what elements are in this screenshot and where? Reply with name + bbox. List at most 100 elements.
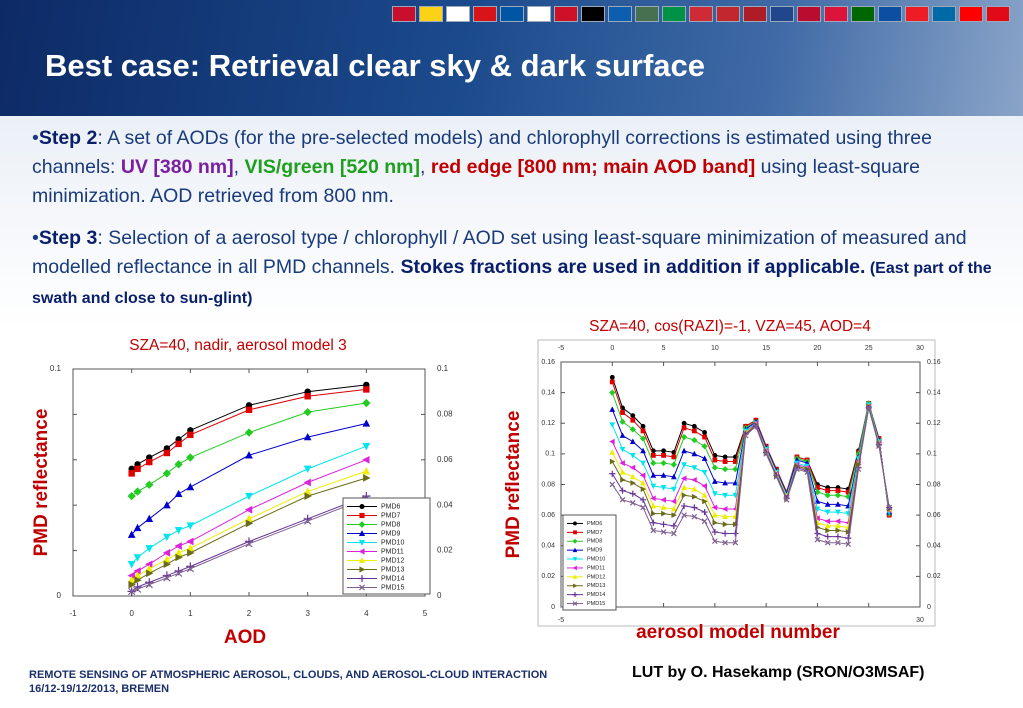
data-point (865, 405, 872, 411)
bold-text: Stokes fractions are used in addition if… (400, 256, 866, 278)
legend-marker (573, 583, 578, 589)
legend-marker (572, 547, 578, 553)
charts: SZA=40, nadir, aerosol model 3 PMD reflec… (30, 318, 941, 648)
data-point (701, 443, 708, 450)
conference-footer: REMOTE SENSING OF ATMOSPHERIC AEROSOL, C… (29, 668, 547, 696)
data-point (701, 508, 708, 516)
x-tick-label: 0 (610, 345, 614, 352)
data-point (629, 464, 636, 471)
data-point (886, 504, 893, 511)
data-point (609, 374, 615, 380)
data-point (702, 498, 708, 505)
y-tick-label: 0.06 (541, 512, 555, 519)
data-point (814, 506, 821, 513)
data-point (824, 522, 831, 529)
bold-text: Step 3 (38, 227, 98, 249)
x-tick-label: 5 (423, 609, 428, 618)
data-point (701, 469, 708, 476)
data-point (362, 419, 371, 427)
data-point (145, 560, 153, 569)
y-tick-label: 0.16 (541, 359, 555, 366)
data-point (640, 428, 646, 434)
data-point (640, 504, 646, 511)
data-point (824, 509, 831, 516)
data-point (174, 548, 183, 557)
data-point (145, 581, 153, 589)
data-point (763, 451, 769, 457)
data-point (835, 509, 841, 516)
data-point (671, 454, 677, 460)
data-point (609, 438, 615, 445)
legend-marker (358, 557, 366, 564)
y-tick-label: 0.1 (50, 364, 62, 373)
data-point (127, 530, 136, 538)
legend-label: PMD9 (381, 530, 401, 537)
y-tick-label: 0 (551, 604, 555, 611)
y-tick-label: 0 (437, 591, 442, 600)
data-point (303, 432, 312, 441)
legend-label: PMD8 (381, 521, 401, 528)
legend-marker (573, 521, 577, 526)
data-point (824, 518, 831, 525)
legend-marker (573, 530, 577, 535)
vis-text: VIS/green [520 nm] (244, 156, 421, 178)
legend-label: PMD9 (587, 548, 602, 554)
data-point (661, 448, 666, 454)
data-point (660, 496, 666, 503)
data-point (702, 430, 707, 435)
data-point (691, 513, 698, 520)
data-point (732, 466, 739, 473)
legend-marker (359, 584, 365, 591)
x-tick-label: 30 (916, 617, 924, 624)
data-point (773, 474, 780, 480)
data-point (133, 487, 142, 496)
data-point (711, 512, 718, 518)
legend-marker (572, 557, 578, 562)
data-point (660, 504, 667, 510)
legend-marker (572, 574, 578, 579)
data-point (629, 490, 636, 497)
data-point (609, 449, 616, 455)
data-point (680, 475, 687, 482)
data-point (619, 460, 625, 466)
data-point (163, 533, 171, 542)
data-point (845, 541, 852, 548)
date: 16/12-19/12/2013, BREMEN (29, 683, 170, 695)
legend-label: PMD14 (381, 575, 404, 582)
data-point (670, 473, 677, 480)
x-tick-label: 25 (865, 345, 873, 352)
data-point (681, 492, 688, 499)
legend-label: PMD12 (381, 557, 404, 564)
series-line (611, 404, 890, 515)
data-point (174, 542, 182, 550)
data-point (701, 492, 708, 498)
legend-marker (359, 566, 366, 573)
data-point (670, 505, 677, 512)
y-tick-label: 0.04 (437, 500, 453, 509)
data-point (630, 413, 636, 418)
data-point (303, 487, 312, 495)
data-point (363, 386, 370, 393)
y-tick-label: 0.14 (927, 389, 941, 396)
data-point (660, 529, 667, 535)
data-point (303, 407, 312, 417)
data-point (702, 434, 707, 440)
data-point (175, 440, 182, 448)
legend-label: PMD11 (381, 548, 404, 555)
data-point (128, 580, 136, 589)
x-tick-label: 4 (364, 609, 369, 618)
data-point (629, 453, 636, 459)
x-tick-label: 20 (814, 345, 822, 352)
red-text: red edge [800 nm; main AOD band] (430, 156, 756, 178)
data-point (162, 549, 171, 557)
legend-label: PMD6 (587, 521, 602, 527)
data-point (619, 487, 626, 494)
x-axis-label: aerosol model number (636, 622, 840, 643)
data-point (640, 447, 646, 454)
data-point (362, 442, 371, 451)
x-tick-label: 3 (305, 609, 310, 618)
data-point (363, 474, 371, 482)
data-point (691, 504, 698, 511)
series-line (611, 406, 890, 528)
